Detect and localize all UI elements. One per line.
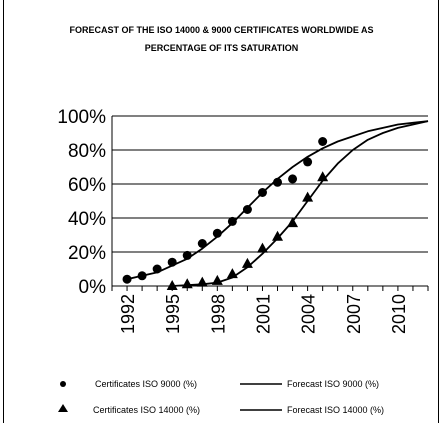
legend-label-iso9000-forecast: Forecast ISO 9000 (%) bbox=[287, 379, 380, 389]
legend-label-iso14000-forecast: Forecast ISO 14000 (%) bbox=[287, 405, 385, 415]
x-tick-label: 1998 bbox=[208, 294, 228, 334]
x-tick-label: 2010 bbox=[389, 294, 409, 334]
data-point-iso9000 bbox=[122, 274, 132, 284]
data-point-iso14000 bbox=[166, 280, 178, 290]
chart-title-line-1: FORECAST OF THE ISO 14000 & 9000 CERTIFI… bbox=[69, 25, 374, 35]
data-point-iso9000 bbox=[152, 264, 162, 274]
data-point-iso14000 bbox=[287, 217, 299, 228]
data-point-iso9000 bbox=[257, 188, 267, 197]
chart-frame bbox=[3, 0, 439, 423]
y-tick-label: 20% bbox=[68, 243, 106, 264]
y-tick-label: 80% bbox=[68, 141, 106, 162]
y-tick-label: 40% bbox=[68, 209, 106, 230]
y-tick-label: 60% bbox=[68, 175, 106, 196]
data-point-iso14000 bbox=[272, 230, 284, 241]
x-tick-label: 2001 bbox=[253, 294, 273, 334]
data-point-iso14000 bbox=[256, 242, 268, 253]
legend-marker-iso14000-points bbox=[58, 404, 68, 412]
data-point-iso14000 bbox=[211, 274, 223, 285]
data-point-iso14000 bbox=[181, 278, 193, 289]
data-point-iso9000 bbox=[197, 239, 207, 248]
legend-label-iso14000-points: Certificates ISO 14000 (%) bbox=[93, 405, 201, 415]
data-point-iso14000 bbox=[302, 191, 314, 202]
data-point-iso14000 bbox=[317, 171, 329, 182]
data-point-iso9000 bbox=[167, 257, 177, 267]
legend-label-iso9000-points: Certificates ISO 9000 (%) bbox=[95, 379, 198, 389]
chart-title-line-2: PERCENTAGE OF ITS SATURATION bbox=[144, 43, 299, 53]
y-tick-label: 100% bbox=[57, 107, 106, 128]
x-tick-label: 1992 bbox=[118, 294, 138, 334]
data-point-iso9000 bbox=[182, 250, 192, 260]
x-tick-label: 1995 bbox=[163, 294, 183, 334]
data-point-iso14000 bbox=[241, 257, 253, 268]
data-point-iso9000 bbox=[318, 137, 328, 146]
data-point-iso9000 bbox=[303, 157, 313, 167]
data-point-iso9000 bbox=[212, 228, 222, 238]
y-tick-label: 0% bbox=[79, 277, 107, 298]
data-point-iso14000 bbox=[226, 268, 238, 279]
data-point-iso14000 bbox=[196, 276, 208, 287]
data-point-iso9000 bbox=[227, 216, 237, 226]
data-point-iso9000 bbox=[137, 271, 147, 281]
x-tick-label: 2004 bbox=[299, 294, 319, 334]
x-tick-label: 2007 bbox=[344, 294, 364, 334]
data-point-iso9000 bbox=[273, 177, 283, 187]
data-point-iso9000 bbox=[288, 174, 298, 184]
data-point-iso9000 bbox=[242, 205, 252, 214]
legend-marker-iso9000-points bbox=[60, 381, 66, 387]
